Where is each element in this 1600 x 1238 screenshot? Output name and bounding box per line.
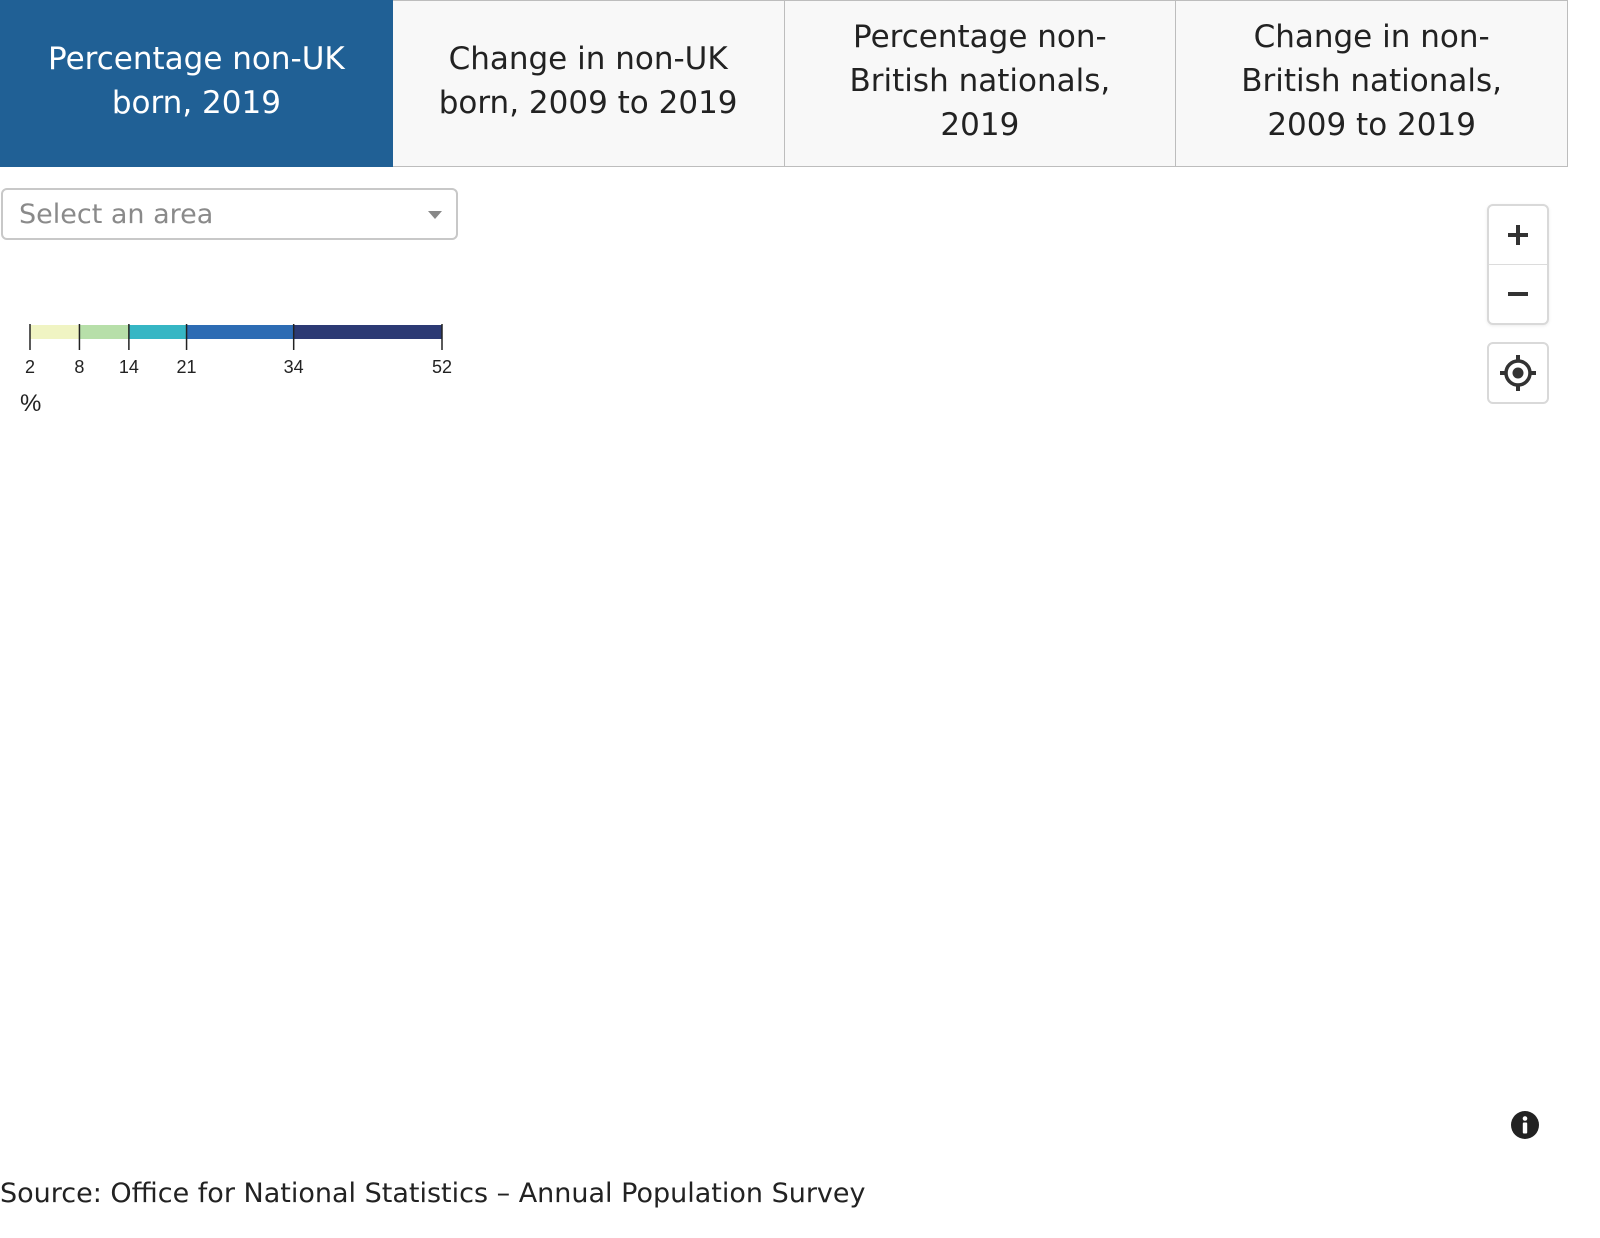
tab-label: Change in non-British nationals, 2009 to…	[1241, 18, 1502, 143]
legend-swatch	[79, 325, 129, 339]
legend-unit: %	[20, 390, 41, 417]
info-icon	[1511, 1111, 1539, 1139]
legend-swatch	[30, 325, 80, 339]
tab-label: Percentage non-British nationals, 2019	[849, 18, 1111, 143]
zoom-controls	[1487, 204, 1549, 325]
info-button[interactable]	[1510, 1110, 1540, 1140]
plus-icon	[1508, 225, 1528, 245]
map-legend: 2 8 14 21 34 52%	[0, 300, 480, 430]
crosshair-icon	[1500, 355, 1536, 391]
source-note: Source: Office for National Statistics –…	[0, 1178, 866, 1209]
zoom-out-button[interactable]	[1489, 264, 1547, 323]
chevron-down-icon	[428, 211, 442, 219]
tab-label: Change in non-UK born, 2009 to 2019	[438, 40, 738, 121]
locate-button[interactable]	[1487, 342, 1549, 404]
legend-tick-label: 34	[284, 357, 304, 377]
legend-tick-label: 2	[25, 357, 35, 377]
legend-scale: 2 8 14 21 34 52%	[20, 324, 452, 417]
legend-tick-label: 52	[432, 357, 452, 377]
legend-tick-label: 14	[119, 357, 139, 377]
legend-swatch	[186, 325, 294, 339]
tab-percentage-non-uk-born-2019[interactable]: Percentage non-UK born, 2019	[0, 0, 393, 167]
tab-percentage-non-british-nationals-2019[interactable]: Percentage non-British nationals, 2019	[784, 0, 1177, 167]
zoom-in-button[interactable]	[1489, 206, 1547, 264]
legend-swatch	[293, 325, 442, 339]
tab-change-non-uk-born-2009-2019[interactable]: Change in non-UK born, 2009 to 2019	[392, 0, 785, 167]
legend-tick-label: 21	[177, 357, 197, 377]
minus-icon	[1508, 292, 1528, 296]
tab-change-non-british-nationals-2009-2019[interactable]: Change in non-British nationals, 2009 to…	[1176, 0, 1568, 167]
legend-swatch	[128, 325, 187, 339]
tab-label: Percentage non-UK born, 2019	[48, 40, 345, 121]
area-select[interactable]: Select an area	[1, 188, 458, 240]
tab-bar: Percentage non-UK born, 2019 Change in n…	[0, 0, 1568, 167]
area-select-placeholder: Select an area	[19, 198, 214, 230]
legend-tick-label: 8	[74, 357, 84, 377]
